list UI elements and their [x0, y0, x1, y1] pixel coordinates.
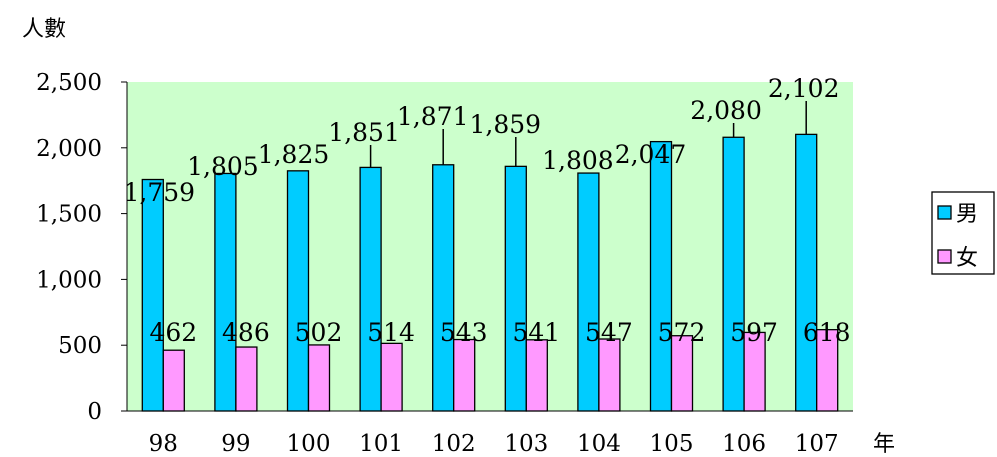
data-label-female-106: 597: [730, 318, 778, 347]
bar-female-105: [670, 335, 694, 412]
data-label-male-103: 1,859: [470, 110, 542, 139]
data-label-female-100: 502: [295, 318, 343, 347]
y-tick-label: 2,500: [36, 70, 102, 96]
x-tick-label: 106: [722, 431, 766, 457]
y-tick-label: 500: [58, 333, 102, 359]
bar-male-105: [649, 140, 673, 412]
x-axis: 98 99 100 101 102 103 104 105 106 107: [127, 410, 853, 457]
legend-label-female: 女: [956, 246, 978, 271]
data-label-male-98: 1,759: [124, 178, 196, 207]
bar-female-99: [235, 346, 258, 412]
bar-male-99: [214, 172, 237, 412]
bar-female-104: [598, 338, 621, 412]
data-label-female-105: 572: [658, 318, 706, 347]
legend-swatch-male: [937, 205, 952, 220]
x-tick-label: 99: [221, 431, 250, 457]
bar-male-98: [141, 178, 164, 412]
y-axis: 0 500 1,000 1,500 2,000 2,500: [36, 70, 128, 425]
data-label-female-104: 547: [585, 318, 633, 347]
legend: 男 女: [931, 191, 995, 275]
data-label-male-105: 2,047: [615, 140, 687, 169]
x-tick-label: 98: [149, 431, 178, 457]
data-label-male-100: 1,825: [258, 140, 330, 169]
legend-label-male: 男: [956, 202, 978, 227]
x-axis-title: 年: [873, 432, 895, 457]
data-label-male-102: 1,871: [397, 102, 469, 131]
bar-male-106: [722, 136, 745, 412]
x-tick-label: 101: [359, 431, 403, 457]
y-tick-label: 2,000: [36, 136, 102, 162]
x-tick-label: 104: [577, 431, 621, 457]
x-tick-label: 105: [650, 431, 694, 457]
data-label-male-107: 2,102: [768, 74, 840, 103]
data-label-female-99: 486: [222, 318, 270, 347]
bar-female-98: [162, 349, 185, 412]
y-tick-label: 1,500: [36, 202, 102, 228]
data-label-female-101: 514: [367, 318, 415, 347]
legend-swatch-female: [937, 249, 952, 264]
data-label-female-103: 541: [512, 318, 560, 347]
bar-male-102: [432, 164, 455, 412]
bar-male-100: [286, 170, 310, 412]
bar-female-100: [307, 344, 331, 412]
data-label-male-104: 1,808: [542, 146, 614, 175]
bar-female-103: [525, 339, 548, 412]
data-label-male-99: 1,805: [187, 152, 259, 181]
data-label-male-101: 1,851: [328, 118, 400, 147]
label-leader-lines: [369, 101, 807, 168]
bar-female-101: [380, 342, 403, 412]
data-label-female-107: 618: [803, 318, 851, 347]
y-tick-label: 1,000: [36, 267, 102, 293]
bar-male-101: [359, 166, 382, 412]
bar-male-104: [577, 172, 600, 412]
x-tick-label: 100: [287, 431, 331, 457]
bar-female-102: [453, 338, 476, 412]
x-tick-label: 103: [504, 431, 548, 457]
x-tick-label: 102: [432, 431, 476, 457]
y-tick-label: 0: [87, 399, 102, 425]
bar-male-103: [504, 165, 527, 412]
y-axis-title: 人數: [22, 17, 66, 42]
data-label-female-98: 462: [149, 318, 197, 347]
bar-male-107: [795, 133, 818, 412]
x-tick-label: 107: [795, 431, 839, 457]
data-label-female-102: 543: [440, 318, 488, 347]
data-label-male-106: 2,080: [690, 96, 762, 125]
